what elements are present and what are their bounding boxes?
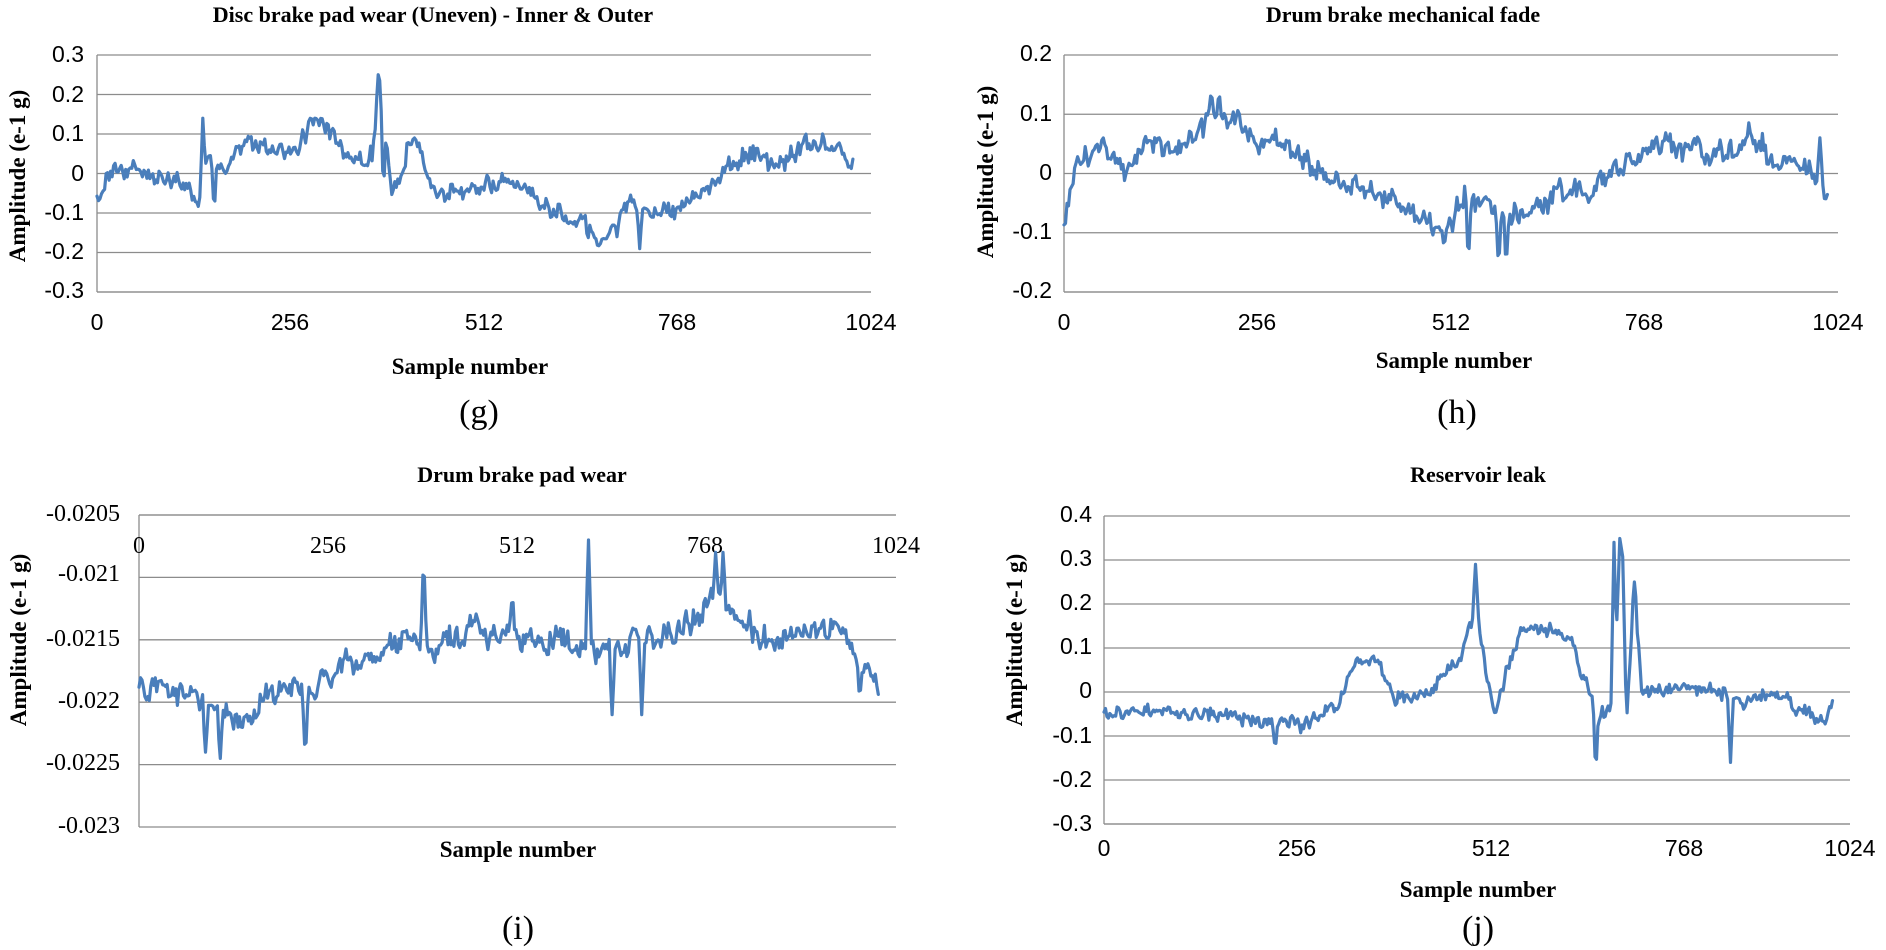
chart-g-y-tick: 0.3 bbox=[52, 41, 84, 67]
chart-j-x-tick: 768 bbox=[1665, 835, 1703, 861]
chart-j-x-tick: 1024 bbox=[1824, 835, 1875, 861]
chart-j-y-tick: 0.4 bbox=[1060, 501, 1092, 527]
chart-j-x-tick: 512 bbox=[1472, 835, 1510, 861]
chart-j-y-tick: -0.2 bbox=[1052, 766, 1092, 792]
chart-h-y-tick: 0.1 bbox=[1020, 100, 1052, 126]
chart-g-x-tick: 768 bbox=[658, 309, 696, 335]
chart-i: Drum brake pad wear -0.0205 -0.021 -0.02… bbox=[6, 462, 920, 947]
chart-i-x-tick: 768 bbox=[687, 533, 723, 559]
chart-g-x-tick: 0 bbox=[91, 309, 104, 335]
chart-g-y-tick: -0.2 bbox=[44, 238, 84, 264]
chart-j-title: Reservoir leak bbox=[1410, 462, 1547, 487]
chart-h-x-tick: 0 bbox=[1058, 309, 1071, 335]
chart-h-x-tick: 768 bbox=[1625, 309, 1663, 335]
chart-j-x-tick: 256 bbox=[1278, 835, 1316, 861]
chart-h: Drum brake mechanical fade 0.2 0.1 0 -0.… bbox=[973, 2, 1864, 431]
chart-j-series-line bbox=[1102, 536, 1835, 764]
chart-g: Disc brake pad wear (Uneven) - Inner & O… bbox=[5, 2, 897, 431]
chart-i-title: Drum brake pad wear bbox=[417, 462, 627, 487]
chart-j-y-tick: 0.1 bbox=[1060, 633, 1092, 659]
chart-g-y-tick: 0 bbox=[71, 160, 84, 186]
chart-i-y-tick-labels: -0.0205 -0.021 -0.0215 -0.022 -0.0225 -0… bbox=[46, 501, 120, 839]
chart-g-y-tick-labels: 0.3 0.2 0.1 0 -0.1 -0.2 -0.3 bbox=[44, 41, 84, 303]
chart-h-y-axis-label: Amplitude (e-1 g) bbox=[973, 86, 998, 258]
chart-i-x-axis-label: Sample number bbox=[440, 837, 597, 862]
chart-i-caption: (i) bbox=[502, 910, 534, 947]
chart-j-gridlines bbox=[1103, 515, 1850, 825]
chart-g-title: Disc brake pad wear (Uneven) - Inner & O… bbox=[213, 2, 654, 27]
chart-h-title: Drum brake mechanical fade bbox=[1266, 2, 1541, 27]
chart-h-x-tick: 256 bbox=[1238, 309, 1276, 335]
chart-j-y-tick-labels: 0.4 0.3 0.2 0.1 0 -0.1 -0.2 -0.3 bbox=[1052, 501, 1092, 836]
chart-h-x-axis-label: Sample number bbox=[1376, 348, 1533, 373]
chart-j-x-axis-label: Sample number bbox=[1400, 877, 1557, 902]
chart-j-y-tick: -0.1 bbox=[1052, 722, 1092, 748]
chart-h-x-tick: 1024 bbox=[1812, 309, 1863, 335]
chart-g-y-tick: 0.2 bbox=[52, 81, 84, 107]
chart-h-x-tick-labels: 0 256 512 768 1024 bbox=[1058, 309, 1864, 335]
chart-j-caption: (j) bbox=[1462, 910, 1494, 947]
chart-g-x-tick-labels: 0 256 512 768 1024 bbox=[91, 309, 897, 335]
chart-j-y-tick: 0.3 bbox=[1060, 545, 1092, 571]
chart-j-x-tick: 0 bbox=[1098, 835, 1111, 861]
chart-i-y-tick: -0.0225 bbox=[46, 750, 120, 776]
chart-i-y-axis-label: Amplitude (e-1 g) bbox=[6, 554, 31, 726]
chart-h-y-tick: 0 bbox=[1039, 159, 1052, 185]
chart-g-y-tick: -0.3 bbox=[44, 277, 84, 303]
chart-g-y-tick: 0.1 bbox=[52, 120, 84, 146]
chart-i-y-tick: -0.021 bbox=[58, 561, 120, 587]
chart-i-series-line bbox=[137, 538, 880, 760]
chart-i-y-tick: -0.023 bbox=[58, 813, 120, 839]
chart-i-x-tick: 1024 bbox=[872, 533, 920, 559]
chart-j-y-tick: 0 bbox=[1079, 677, 1092, 703]
chart-g-y-axis-label: Amplitude (e-1 g) bbox=[5, 90, 30, 262]
chart-g-x-tick: 1024 bbox=[845, 309, 896, 335]
chart-h-y-tick-labels: 0.2 0.1 0 -0.1 -0.2 bbox=[1012, 40, 1052, 303]
chart-g-x-tick: 256 bbox=[271, 309, 309, 335]
chart-j: Reservoir leak 0.4 0.3 0.2 0.1 0 -0.1 -0… bbox=[1002, 462, 1876, 947]
chart-g-caption: (g) bbox=[459, 394, 499, 431]
chart-i-y-tick: -0.0215 bbox=[46, 626, 120, 652]
chart-i-y-tick: -0.022 bbox=[58, 688, 120, 714]
chart-h-x-tick: 512 bbox=[1432, 309, 1470, 335]
chart-i-x-tick: 512 bbox=[499, 533, 535, 559]
chart-i-gridlines bbox=[138, 514, 896, 828]
chart-j-y-tick: 0.2 bbox=[1060, 589, 1092, 615]
chart-j-y-axis-label: Amplitude (e-1 g) bbox=[1002, 554, 1027, 726]
chart-i-x-tick: 0 bbox=[133, 533, 145, 559]
chart-h-caption: (h) bbox=[1437, 394, 1477, 431]
chart-i-x-tick: 256 bbox=[310, 533, 346, 559]
chart-j-y-tick: -0.3 bbox=[1052, 810, 1092, 836]
chart-g-y-tick: -0.1 bbox=[44, 199, 84, 225]
chart-g-series-line bbox=[95, 73, 855, 251]
chart-h-y-tick: -0.2 bbox=[1012, 277, 1052, 303]
chart-h-gridlines bbox=[1063, 54, 1838, 293]
chart-g-x-axis-label: Sample number bbox=[392, 354, 549, 379]
chart-h-series-line bbox=[1062, 94, 1829, 258]
chart-i-x-tick-labels: 0 256 512 768 1024 bbox=[133, 533, 920, 559]
chart-i-y-tick: -0.0205 bbox=[46, 501, 120, 527]
chart-g-x-tick: 512 bbox=[465, 309, 503, 335]
chart-j-x-tick-labels: 0 256 512 768 1024 bbox=[1098, 835, 1876, 861]
chart-h-y-tick: -0.1 bbox=[1012, 218, 1052, 244]
chart-h-y-tick: 0.2 bbox=[1020, 40, 1052, 66]
